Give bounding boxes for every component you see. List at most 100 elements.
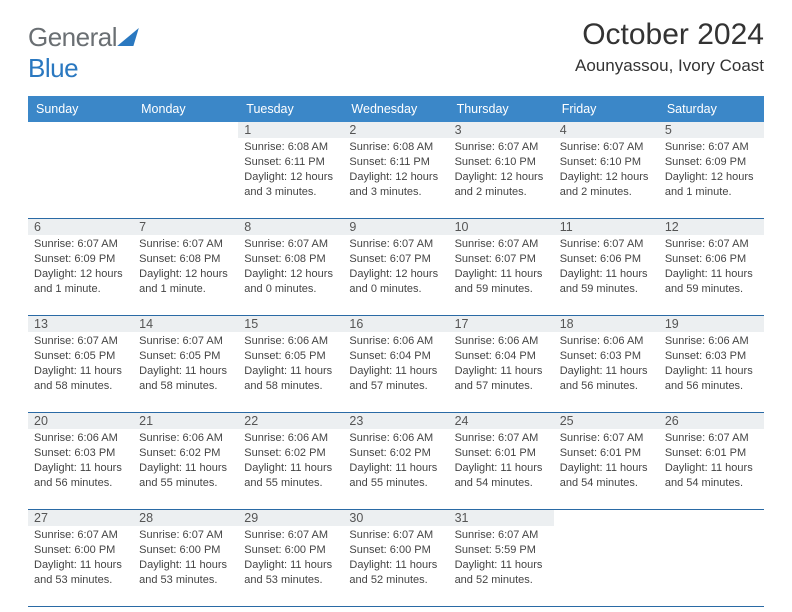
day-number: 12	[659, 219, 764, 235]
day-info-line: Daylight: 12 hours	[349, 170, 442, 185]
calendar-week: Sunrise: 6:07 AMSunset: 6:00 PMDaylight:…	[28, 526, 764, 607]
day-info-line: Daylight: 12 hours	[34, 267, 127, 282]
day-info-line: Sunset: 6:01 PM	[455, 446, 548, 461]
calendar-day: Sunrise: 6:06 AMSunset: 6:03 PMDaylight:…	[554, 332, 659, 412]
day-info-line: Sunrise: 6:07 AM	[455, 140, 548, 155]
calendar-day: Sunrise: 6:07 AMSunset: 6:00 PMDaylight:…	[133, 526, 238, 606]
calendar-day: Sunrise: 6:07 AMSunset: 6:00 PMDaylight:…	[28, 526, 133, 606]
day-info-line: Daylight: 11 hours	[665, 364, 758, 379]
day-info-line: and 55 minutes.	[349, 476, 442, 491]
day-number: 18	[554, 316, 659, 332]
day-info-line: Sunset: 6:11 PM	[349, 155, 442, 170]
header: General Blue October 2024 Aounyassou, Iv…	[28, 18, 764, 84]
day-number: 29	[238, 510, 343, 526]
day-info-line: Sunrise: 6:06 AM	[665, 334, 758, 349]
day-info-line: Sunrise: 6:08 AM	[349, 140, 442, 155]
calendar-day: Sunrise: 6:07 AMSunset: 5:59 PMDaylight:…	[449, 526, 554, 606]
calendar-week: Sunrise: 6:06 AMSunset: 6:03 PMDaylight:…	[28, 429, 764, 510]
day-info-line: Sunrise: 6:06 AM	[244, 334, 337, 349]
day-info-line: Sunrise: 6:07 AM	[34, 237, 127, 252]
calendar-day: Sunrise: 6:07 AMSunset: 6:07 PMDaylight:…	[449, 235, 554, 315]
day-info-line: Sunset: 6:00 PM	[34, 543, 127, 558]
day-number: 13	[28, 316, 133, 332]
day-info-line: and 58 minutes.	[244, 379, 337, 394]
calendar-day: Sunrise: 6:07 AMSunset: 6:06 PMDaylight:…	[659, 235, 764, 315]
day-info-line: Sunrise: 6:07 AM	[560, 140, 653, 155]
weekday-label: Monday	[133, 96, 238, 122]
calendar-week: Sunrise: 6:08 AMSunset: 6:11 PMDaylight:…	[28, 138, 764, 219]
day-info-line: Sunrise: 6:07 AM	[139, 334, 232, 349]
day-info-line: Sunrise: 6:07 AM	[665, 431, 758, 446]
day-number: 28	[133, 510, 238, 526]
day-number: 11	[554, 219, 659, 235]
page-title: October 2024	[575, 18, 764, 52]
weekday-label: Thursday	[449, 96, 554, 122]
weekday-label: Friday	[554, 96, 659, 122]
day-info-line: Sunrise: 6:07 AM	[349, 237, 442, 252]
day-info-line: Sunset: 6:06 PM	[560, 252, 653, 267]
day-info-line: Sunset: 6:05 PM	[139, 349, 232, 364]
day-info-line: Sunset: 6:01 PM	[560, 446, 653, 461]
day-info-line: Daylight: 11 hours	[349, 364, 442, 379]
logo: General Blue	[28, 18, 139, 84]
day-info-line: and 54 minutes.	[560, 476, 653, 491]
day-info-line: Daylight: 11 hours	[455, 558, 548, 573]
day-info-line: and 58 minutes.	[139, 379, 232, 394]
calendar-day: Sunrise: 6:07 AMSunset: 6:00 PMDaylight:…	[238, 526, 343, 606]
day-info-line: Sunset: 6:04 PM	[349, 349, 442, 364]
calendar-body: 12345Sunrise: 6:08 AMSunset: 6:11 PMDayl…	[28, 122, 764, 607]
day-info-line: Daylight: 11 hours	[665, 461, 758, 476]
day-number: 27	[28, 510, 133, 526]
day-number: 22	[238, 413, 343, 429]
day-info-line: and 59 minutes.	[455, 282, 548, 297]
day-info-line: and 53 minutes.	[244, 573, 337, 588]
day-info-line: Daylight: 12 hours	[665, 170, 758, 185]
calendar-day: Sunrise: 6:07 AMSunset: 6:08 PMDaylight:…	[133, 235, 238, 315]
day-info-line: Daylight: 11 hours	[349, 558, 442, 573]
day-info-line: Sunrise: 6:08 AM	[244, 140, 337, 155]
day-info-line: Sunrise: 6:07 AM	[244, 237, 337, 252]
day-info-line: Sunrise: 6:07 AM	[34, 334, 127, 349]
day-number	[659, 510, 764, 526]
day-info-line: Daylight: 11 hours	[34, 461, 127, 476]
day-info-line: Sunset: 6:07 PM	[455, 252, 548, 267]
calendar-day: Sunrise: 6:06 AMSunset: 6:03 PMDaylight:…	[28, 429, 133, 509]
calendar-day: Sunrise: 6:06 AMSunset: 6:02 PMDaylight:…	[343, 429, 448, 509]
day-info-line: and 54 minutes.	[455, 476, 548, 491]
day-info-line: and 55 minutes.	[244, 476, 337, 491]
day-number: 6	[28, 219, 133, 235]
day-info-line: Sunset: 6:08 PM	[244, 252, 337, 267]
day-info-line: Sunset: 6:00 PM	[244, 543, 337, 558]
day-info-line: and 59 minutes.	[665, 282, 758, 297]
calendar-day: Sunrise: 6:07 AMSunset: 6:01 PMDaylight:…	[554, 429, 659, 509]
day-number: 21	[133, 413, 238, 429]
day-info-line: Sunset: 6:00 PM	[349, 543, 442, 558]
day-number	[133, 122, 238, 138]
day-info-line: and 0 minutes.	[244, 282, 337, 297]
day-info-line: Daylight: 11 hours	[34, 558, 127, 573]
calendar-day: Sunrise: 6:07 AMSunset: 6:01 PMDaylight:…	[659, 429, 764, 509]
day-info-line: Sunset: 6:06 PM	[665, 252, 758, 267]
day-info-line: and 3 minutes.	[349, 185, 442, 200]
day-info-line: Daylight: 11 hours	[455, 461, 548, 476]
weekday-label: Tuesday	[238, 96, 343, 122]
weekday-label: Wednesday	[343, 96, 448, 122]
day-info-line: Sunrise: 6:06 AM	[560, 334, 653, 349]
calendar-day: Sunrise: 6:06 AMSunset: 6:02 PMDaylight:…	[238, 429, 343, 509]
day-number: 23	[343, 413, 448, 429]
day-info-line: Daylight: 11 hours	[139, 364, 232, 379]
day-number: 15	[238, 316, 343, 332]
weekday-header: SundayMondayTuesdayWednesdayThursdayFrid…	[28, 96, 764, 122]
day-info-line: and 0 minutes.	[349, 282, 442, 297]
day-info-line: and 3 minutes.	[244, 185, 337, 200]
day-number: 7	[133, 219, 238, 235]
calendar-day: Sunrise: 6:06 AMSunset: 6:04 PMDaylight:…	[449, 332, 554, 412]
day-info-line: Sunset: 6:03 PM	[560, 349, 653, 364]
day-info-line: Sunset: 6:08 PM	[139, 252, 232, 267]
day-info-line: Sunrise: 6:07 AM	[455, 528, 548, 543]
logo-text-general: General	[28, 22, 117, 52]
day-info-line: Sunset: 6:03 PM	[34, 446, 127, 461]
day-info-line: and 59 minutes.	[560, 282, 653, 297]
day-info-line: Daylight: 11 hours	[455, 267, 548, 282]
calendar-day: Sunrise: 6:07 AMSunset: 6:00 PMDaylight:…	[343, 526, 448, 606]
